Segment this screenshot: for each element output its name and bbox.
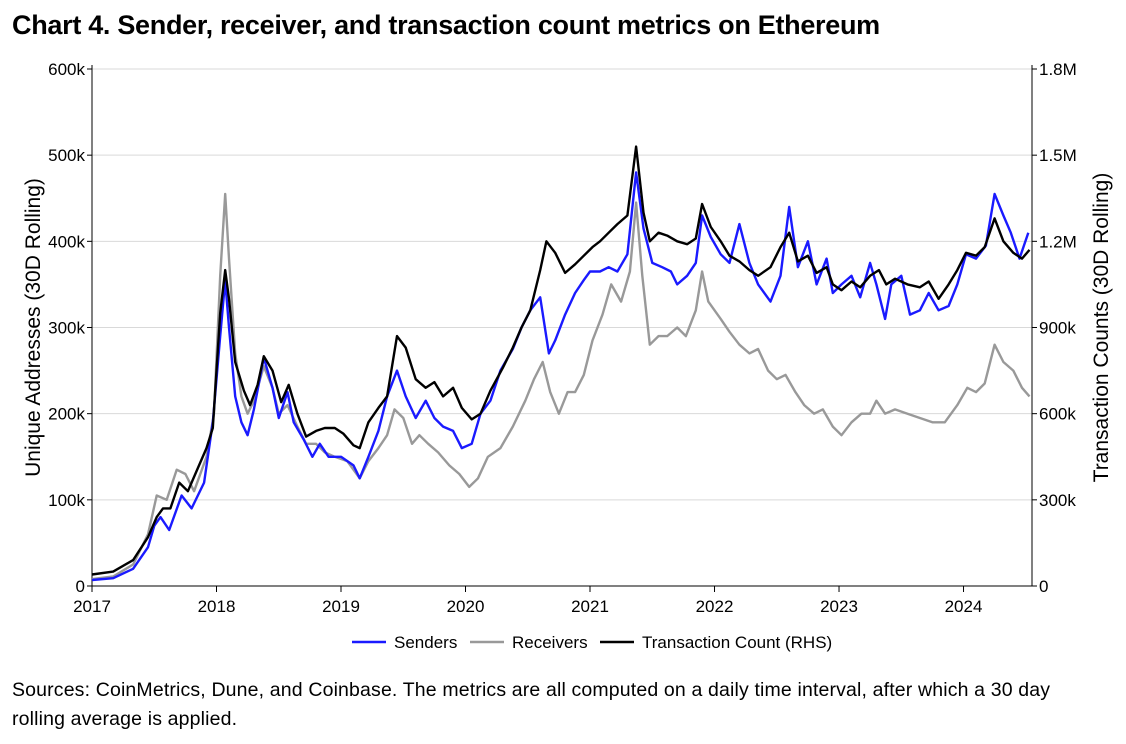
x-tick-label: 2018 bbox=[198, 597, 236, 616]
series-line-senders bbox=[91, 171, 1030, 582]
y2-tick-label: 1.2M bbox=[1039, 232, 1077, 251]
y-tick-label: 200k bbox=[48, 405, 85, 424]
x-tick-label: 2021 bbox=[571, 597, 609, 616]
footnote: Sources: CoinMetrics, Dune, and Coinbase… bbox=[12, 679, 1051, 730]
y-tick-label: 100k bbox=[48, 491, 85, 510]
y2-tick-label: 300k bbox=[1039, 491, 1076, 510]
legend-label-receivers: Receivers bbox=[512, 633, 588, 652]
legend-label-senders: Senders bbox=[394, 633, 457, 652]
y2-tick-label: 0 bbox=[1039, 577, 1048, 596]
x-tick-label: 2019 bbox=[322, 597, 360, 616]
y-tick-label: 600k bbox=[48, 60, 85, 79]
y2-tick-label: 1.5M bbox=[1039, 146, 1077, 165]
y2-tick-label: 600k bbox=[1039, 405, 1076, 424]
y-tick-label: 0 bbox=[76, 577, 85, 596]
y2-tick-label: 900k bbox=[1039, 319, 1076, 338]
x-tick-label: 2023 bbox=[820, 597, 858, 616]
x-tick-label: 2024 bbox=[945, 597, 983, 616]
x-tick-label: 2020 bbox=[447, 597, 485, 616]
y2-tick-label: 1.8M bbox=[1039, 60, 1077, 79]
series-line-transaction-count-rhs bbox=[91, 145, 1031, 576]
y-axis-title: Unique Addresses (30D Rolling) bbox=[22, 178, 45, 477]
chart-title: Chart 4. Sender, receiver, and transacti… bbox=[12, 10, 880, 40]
y2-axis-title: Transaction Counts (30D Rolling) bbox=[1090, 173, 1113, 483]
line-chart: 0 100k 200k 300k 400k 500k 600k 0 300k 600k 900k 1.… bbox=[22, 60, 1113, 652]
x-tick-label: 2017 bbox=[73, 597, 111, 616]
legend-label-transaction-count-rhs: Transaction Count (RHS) bbox=[642, 633, 832, 652]
y-tick-label: 400k bbox=[48, 232, 85, 251]
y-tick-label: 500k bbox=[48, 146, 85, 165]
y-tick-label: 300k bbox=[48, 319, 85, 338]
x-tick-label: 2022 bbox=[696, 597, 734, 616]
series-line-receivers bbox=[91, 192, 1031, 581]
